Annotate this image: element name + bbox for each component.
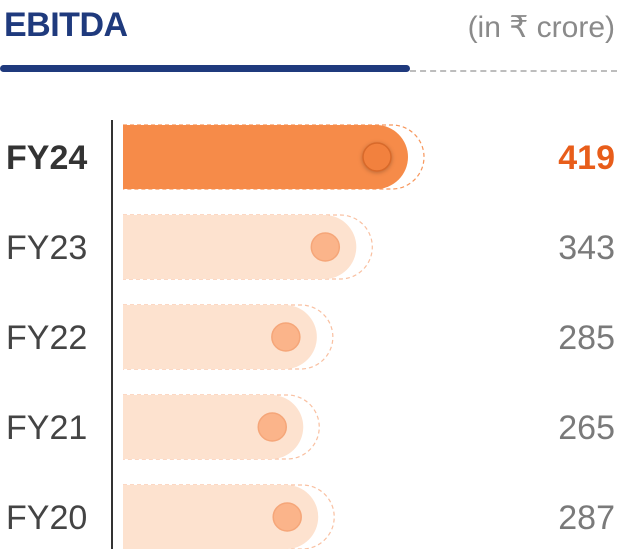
bar-dot xyxy=(271,322,301,352)
title-underline xyxy=(0,65,410,72)
dashed-divider xyxy=(410,70,617,72)
value-label: 419 xyxy=(558,139,615,177)
category-label: FY22 xyxy=(6,319,87,357)
value-label: 343 xyxy=(558,229,615,267)
bar xyxy=(123,485,319,549)
bar-dot xyxy=(257,412,288,442)
bar-outline xyxy=(123,214,373,280)
bar-outline xyxy=(123,304,334,370)
bar-dot xyxy=(362,142,392,172)
value-label: 285 xyxy=(558,319,615,357)
bar-dot xyxy=(310,232,341,262)
bar-outline xyxy=(123,484,335,549)
bar-outline xyxy=(123,394,320,460)
unit-label: (in ₹ crore) xyxy=(467,11,615,44)
category-label: FY20 xyxy=(6,499,87,537)
bar xyxy=(123,125,408,189)
bar xyxy=(123,215,357,279)
value-label: 287 xyxy=(558,499,615,537)
category-label: FY23 xyxy=(6,229,87,267)
category-label: FY21 xyxy=(6,409,87,447)
bar xyxy=(123,305,317,369)
category-label: FY24 xyxy=(6,139,87,177)
value-label: 265 xyxy=(558,409,615,447)
chart-header: EBITDA (in ₹ crore) xyxy=(0,0,617,80)
bar xyxy=(123,395,304,459)
bar-dot xyxy=(272,502,302,532)
bar-outline xyxy=(123,124,425,190)
chart-title: EBITDA xyxy=(4,6,128,44)
